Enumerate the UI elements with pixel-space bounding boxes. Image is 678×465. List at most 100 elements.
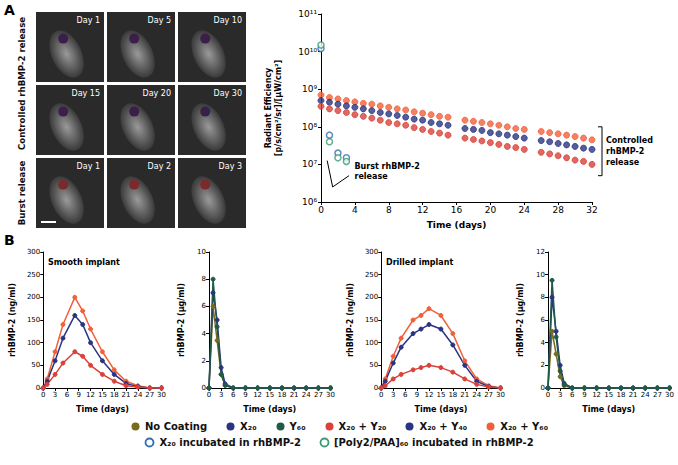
svg-text:Controlled rhBMP-2 release: Controlled rhBMP-2 release: [17, 17, 27, 150]
svg-text:Day 3: Day 3: [219, 162, 242, 171]
svg-text:8: 8: [386, 205, 392, 215]
svg-text:50: 50: [31, 361, 40, 369]
svg-text:Drilled implant: Drilled implant: [386, 258, 453, 267]
svg-text:20: 20: [485, 205, 497, 215]
svg-text:300: 300: [365, 248, 378, 256]
svg-text:Time (days): Time (days): [243, 405, 296, 414]
svg-text:150: 150: [365, 316, 378, 324]
svg-text:3: 3: [558, 391, 562, 399]
svg-text:3: 3: [391, 391, 395, 399]
svg-text:Burst release: Burst release: [17, 160, 27, 225]
svg-text:Radiant Efficiency: Radiant Efficiency: [264, 67, 273, 148]
svg-text:rhBMP-2: rhBMP-2: [606, 147, 644, 156]
svg-text:6: 6: [541, 316, 546, 324]
svg-text:release: release: [354, 172, 388, 181]
svg-text:12: 12: [86, 391, 95, 399]
svg-text:Day 10: Day 10: [213, 16, 242, 25]
svg-text:12: 12: [425, 391, 434, 399]
svg-text:10¹¹: 10¹¹: [298, 9, 317, 19]
svg-text:15: 15: [604, 391, 613, 399]
svg-text:18: 18: [277, 391, 286, 399]
svg-text:18: 18: [110, 391, 119, 399]
svg-text:10⁶: 10⁶: [302, 197, 317, 207]
svg-text:9: 9: [582, 391, 586, 399]
svg-text:0: 0: [318, 205, 324, 215]
svg-text:27: 27: [314, 391, 323, 399]
svg-text:32: 32: [586, 205, 597, 215]
svg-text:100: 100: [365, 339, 378, 347]
svg-text:Day 1: Day 1: [77, 16, 100, 25]
svg-text:24: 24: [472, 391, 481, 399]
svg-text:10⁹: 10⁹: [302, 84, 317, 94]
svg-text:21: 21: [122, 391, 131, 399]
svg-text:0: 0: [374, 384, 378, 392]
svg-text:Time (days): Time (days): [427, 220, 487, 230]
svg-text:Day 1: Day 1: [77, 162, 100, 171]
svg-text:Day 2: Day 2: [148, 162, 171, 171]
svg-text:24: 24: [519, 205, 531, 215]
svg-text:12: 12: [417, 205, 428, 215]
svg-text:rhBMP-2 (ng/ml): rhBMP-2 (ng/ml): [8, 283, 17, 357]
svg-text:2: 2: [202, 357, 206, 365]
svg-text:24: 24: [133, 391, 142, 399]
svg-text:6: 6: [202, 302, 207, 310]
svg-text:2: 2: [541, 361, 545, 369]
svg-text:Day 15: Day 15: [71, 89, 100, 98]
svg-text:6: 6: [65, 391, 70, 399]
svg-text:250: 250: [365, 271, 378, 279]
svg-text:0: 0: [541, 384, 545, 392]
svg-text:27: 27: [484, 391, 493, 399]
svg-text:21: 21: [629, 391, 638, 399]
svg-text:21: 21: [460, 391, 469, 399]
svg-text:4: 4: [202, 330, 207, 338]
svg-text:9: 9: [77, 391, 81, 399]
svg-text:27: 27: [653, 391, 662, 399]
svg-text:0: 0: [379, 391, 383, 399]
svg-text:15: 15: [98, 391, 107, 399]
svg-text:4: 4: [541, 339, 546, 347]
svg-text:24: 24: [302, 391, 311, 399]
svg-text:150: 150: [27, 316, 40, 324]
svg-text:10⁷: 10⁷: [302, 159, 317, 169]
svg-text:30: 30: [157, 391, 166, 399]
svg-text:15: 15: [265, 391, 274, 399]
svg-text:0: 0: [41, 391, 45, 399]
svg-text:30: 30: [326, 391, 335, 399]
svg-text:Day 30: Day 30: [213, 89, 242, 98]
svg-text:24: 24: [641, 391, 650, 399]
svg-text:Time (days): Time (days): [582, 405, 635, 414]
svg-text:Time (days): Time (days): [76, 405, 129, 414]
svg-text:100: 100: [27, 339, 40, 347]
svg-text:250: 250: [27, 271, 40, 279]
svg-text:12: 12: [536, 248, 545, 256]
svg-text:200: 200: [27, 293, 40, 301]
svg-text:0: 0: [36, 384, 40, 392]
svg-text:8: 8: [202, 275, 206, 283]
svg-text:200: 200: [365, 293, 378, 301]
svg-text:rhBMP-2 (ng/ml): rhBMP-2 (ng/ml): [346, 283, 355, 357]
svg-text:Burst rhBMP-2: Burst rhBMP-2: [354, 162, 419, 171]
svg-text:Day 5: Day 5: [148, 16, 171, 25]
svg-text:30: 30: [496, 391, 505, 399]
svg-text:6: 6: [231, 391, 236, 399]
svg-text:[p/s/cm²/sr]/[µW/cm²]: [p/s/cm²/sr]/[µW/cm²]: [274, 60, 283, 156]
svg-text:30: 30: [665, 391, 674, 399]
svg-text:Day 20: Day 20: [142, 89, 171, 98]
svg-text:18: 18: [448, 391, 457, 399]
svg-text:15: 15: [436, 391, 445, 399]
svg-text:8: 8: [541, 293, 545, 301]
svg-text:16: 16: [451, 205, 463, 215]
svg-text:rhBMP-2 (µg/ml): rhBMP-2 (µg/ml): [516, 283, 525, 357]
svg-text:3: 3: [53, 391, 57, 399]
svg-text:10¹⁰: 10¹⁰: [298, 47, 317, 57]
svg-text:300: 300: [27, 248, 40, 256]
svg-text:rhBMP-2 (µg/ml): rhBMP-2 (µg/ml): [177, 283, 186, 357]
svg-text:21: 21: [290, 391, 299, 399]
svg-text:28: 28: [552, 205, 564, 215]
svg-text:10⁸: 10⁸: [302, 122, 317, 132]
svg-text:6: 6: [403, 391, 408, 399]
svg-text:0: 0: [207, 391, 211, 399]
svg-text:9: 9: [415, 391, 419, 399]
svg-text:18: 18: [616, 391, 625, 399]
svg-text:10: 10: [197, 248, 206, 256]
